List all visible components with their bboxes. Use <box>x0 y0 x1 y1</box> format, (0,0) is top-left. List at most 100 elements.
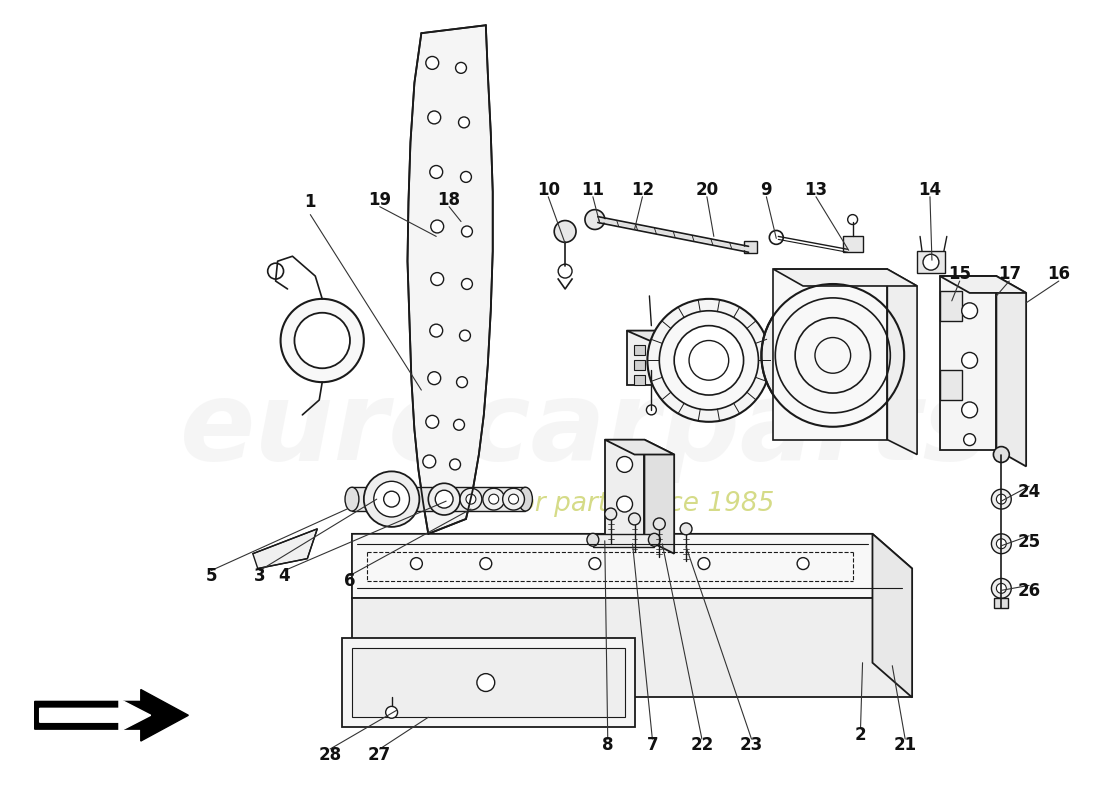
Bar <box>994 598 1009 608</box>
Polygon shape <box>939 276 997 450</box>
Circle shape <box>991 578 1011 598</box>
Circle shape <box>991 490 1011 509</box>
Polygon shape <box>939 370 961 400</box>
Circle shape <box>453 419 464 430</box>
Circle shape <box>815 338 850 374</box>
Ellipse shape <box>648 534 660 546</box>
Circle shape <box>798 558 808 570</box>
Polygon shape <box>605 440 645 539</box>
Circle shape <box>488 494 498 504</box>
Circle shape <box>769 230 783 244</box>
Circle shape <box>997 583 1006 594</box>
Text: 28: 28 <box>319 746 342 764</box>
Circle shape <box>761 284 904 426</box>
Text: 26: 26 <box>1018 582 1041 600</box>
Polygon shape <box>352 598 912 698</box>
Circle shape <box>698 558 710 570</box>
Ellipse shape <box>345 487 359 511</box>
Ellipse shape <box>587 534 598 546</box>
Circle shape <box>617 496 632 512</box>
Text: 1: 1 <box>305 193 316 210</box>
Circle shape <box>647 405 657 415</box>
Bar <box>843 237 862 252</box>
Circle shape <box>462 226 472 237</box>
Text: 20: 20 <box>695 181 718 199</box>
Polygon shape <box>676 330 698 395</box>
Text: 2: 2 <box>855 726 867 744</box>
Circle shape <box>426 415 439 428</box>
Text: a passion for parts since 1985: a passion for parts since 1985 <box>376 491 774 517</box>
Circle shape <box>503 488 525 510</box>
Circle shape <box>428 372 441 385</box>
Polygon shape <box>605 440 674 454</box>
Circle shape <box>374 482 409 517</box>
Circle shape <box>466 494 476 504</box>
Text: 8: 8 <box>602 736 614 754</box>
Polygon shape <box>773 269 888 440</box>
Circle shape <box>923 254 939 270</box>
Circle shape <box>961 353 978 368</box>
Bar <box>634 346 646 355</box>
Circle shape <box>648 299 770 422</box>
Text: 5: 5 <box>206 567 217 586</box>
Text: 19: 19 <box>368 190 392 209</box>
Circle shape <box>450 459 461 470</box>
Polygon shape <box>773 269 917 286</box>
Circle shape <box>617 457 632 472</box>
Circle shape <box>436 490 453 508</box>
Polygon shape <box>407 26 493 534</box>
Polygon shape <box>352 487 526 511</box>
Circle shape <box>426 57 439 70</box>
Circle shape <box>462 278 472 290</box>
Circle shape <box>460 488 482 510</box>
Circle shape <box>295 313 350 368</box>
Text: 11: 11 <box>582 181 604 199</box>
Circle shape <box>961 402 978 418</box>
Text: 3: 3 <box>254 567 265 586</box>
Polygon shape <box>939 276 1026 293</box>
Polygon shape <box>939 291 961 321</box>
Circle shape <box>456 377 468 388</box>
Circle shape <box>420 490 432 502</box>
Ellipse shape <box>518 487 532 511</box>
FancyArrow shape <box>40 699 151 732</box>
Circle shape <box>430 324 442 337</box>
Circle shape <box>997 539 1006 549</box>
Bar <box>352 648 625 718</box>
Circle shape <box>674 326 744 395</box>
Circle shape <box>628 513 640 525</box>
Circle shape <box>280 299 364 382</box>
Text: 9: 9 <box>760 181 772 199</box>
Circle shape <box>605 508 617 520</box>
Circle shape <box>447 494 458 505</box>
Circle shape <box>461 171 472 182</box>
Circle shape <box>430 166 442 178</box>
Polygon shape <box>352 534 912 598</box>
Text: 18: 18 <box>438 190 461 209</box>
Text: 27: 27 <box>368 746 392 764</box>
Circle shape <box>997 494 1006 504</box>
Text: 22: 22 <box>691 736 714 754</box>
Circle shape <box>455 62 466 74</box>
Circle shape <box>386 706 397 718</box>
Polygon shape <box>627 330 698 341</box>
Circle shape <box>680 523 692 535</box>
Text: 10: 10 <box>537 181 560 199</box>
Polygon shape <box>888 269 917 454</box>
Polygon shape <box>627 330 676 385</box>
FancyArrow shape <box>35 690 188 741</box>
Polygon shape <box>253 529 317 569</box>
Circle shape <box>459 117 470 128</box>
Text: 14: 14 <box>918 181 942 199</box>
Text: eurocarparts: eurocarparts <box>180 376 990 483</box>
Circle shape <box>659 310 758 410</box>
Text: 21: 21 <box>893 736 916 754</box>
Polygon shape <box>593 534 654 546</box>
Circle shape <box>483 488 505 510</box>
Text: 16: 16 <box>1047 265 1070 283</box>
Circle shape <box>554 221 576 242</box>
Circle shape <box>428 111 441 124</box>
Polygon shape <box>342 638 635 727</box>
Circle shape <box>431 273 443 286</box>
Circle shape <box>428 483 460 515</box>
